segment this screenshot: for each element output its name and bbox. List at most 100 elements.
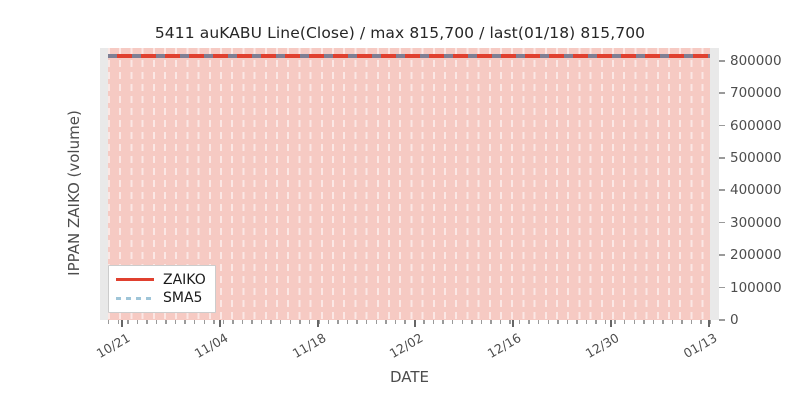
x-axis-minor-tick xyxy=(404,320,406,324)
x-axis-minor-tick xyxy=(337,320,339,324)
x-axis-major-tick xyxy=(414,320,416,327)
x-axis-tick-label: 12/02 xyxy=(386,330,426,362)
x-axis-tick-label: 10/21 xyxy=(93,330,133,362)
x-axis-minor-tick xyxy=(280,320,282,324)
x-axis-minor-tick xyxy=(184,320,186,324)
x-axis-minor-tick xyxy=(136,320,139,324)
x-axis-minor-tick xyxy=(385,320,387,324)
x-axis-major-tick xyxy=(610,320,612,327)
chart-title: 5411 auKABU Line(Close) / max 815,700 / … xyxy=(154,24,646,42)
x-axis-minor-tick xyxy=(213,320,215,324)
x-axis-minor-tick xyxy=(366,320,368,324)
x-axis-tick-label: 11/04 xyxy=(191,330,231,362)
x-axis-minor-tick xyxy=(289,320,291,324)
x-axis-tick-marks xyxy=(100,320,719,330)
y-axis-tick-label: 600000 xyxy=(730,117,782,134)
x-axis-minor-tick xyxy=(299,320,301,324)
x-axis-minor-tick xyxy=(117,320,119,324)
x-axis-minor-tick xyxy=(652,320,655,324)
y-axis-tick-mark xyxy=(719,286,725,289)
y-axis-tick-mark xyxy=(719,254,725,256)
y-axis-title: IPPAN ZAIKO (volume) xyxy=(65,110,83,276)
x-axis-minor-tick xyxy=(127,320,129,324)
y-axis-tick-label: 200000 xyxy=(730,247,782,264)
y-axis-tick-mark xyxy=(719,92,725,94)
x-axis-minor-tick xyxy=(490,320,492,324)
x-axis-minor-tick xyxy=(270,320,272,324)
x-axis-tick-label: 01/13 xyxy=(680,330,720,362)
x-axis-major-tick xyxy=(121,320,123,327)
x-axis-minor-tick xyxy=(538,320,540,324)
legend-item-zaiko[interactable]: ZAIKO xyxy=(116,271,206,289)
y-axis-tick-mark xyxy=(719,319,725,321)
y-axis-tick-label: 300000 xyxy=(730,214,782,231)
x-axis-minor-tick xyxy=(251,320,253,324)
x-axis-minor-tick xyxy=(480,320,483,324)
x-axis-minor-tick xyxy=(174,320,177,324)
x-axis-major-tick xyxy=(708,320,710,327)
x-axis-minor-tick xyxy=(155,320,158,324)
x-axis-minor-tick xyxy=(595,320,597,324)
legend-swatch-dotted-line-icon xyxy=(116,292,154,304)
x-axis-minor-tick xyxy=(442,320,444,324)
y-axis-tick-label: 100000 xyxy=(730,279,782,296)
x-axis-minor-tick xyxy=(108,320,110,324)
x-axis-minor-tick xyxy=(375,320,377,324)
x-axis-minor-tick xyxy=(241,320,244,324)
x-axis-minor-tick xyxy=(614,320,616,324)
x-axis-minor-tick xyxy=(452,320,454,324)
x-axis-minor-tick xyxy=(308,320,311,324)
x-axis-minor-tick xyxy=(346,320,349,324)
x-axis-minor-tick xyxy=(518,320,521,324)
x-axis-major-tick xyxy=(512,320,514,327)
y-axis-tick-mark xyxy=(719,157,725,159)
x-axis-minor-tick xyxy=(681,320,683,324)
y-axis-tick-mark xyxy=(719,221,725,224)
y-axis-tick-label: 700000 xyxy=(730,85,782,102)
legend-item-sma5[interactable]: SMA5 xyxy=(116,289,206,307)
x-axis-minor-tick xyxy=(165,320,167,324)
x-axis-minor-tick xyxy=(633,320,635,324)
legend-label-sma5: SMA5 xyxy=(163,290,203,306)
x-axis-major-tick xyxy=(219,320,221,327)
x-axis-minor-tick xyxy=(203,320,205,324)
x-axis-tick-label: 11/18 xyxy=(289,330,329,362)
x-axis-minor-tick xyxy=(528,320,530,324)
x-axis-minor-tick xyxy=(461,320,463,324)
x-axis-minor-tick xyxy=(260,320,263,324)
x-axis-minor-tick xyxy=(700,320,702,324)
y-axis-tick-label: 800000 xyxy=(730,52,782,69)
y-axis-tick-mark xyxy=(719,124,725,127)
plot-area[interactable] xyxy=(100,48,719,320)
x-axis-minor-tick xyxy=(585,320,588,324)
x-axis-minor-tick xyxy=(432,320,435,324)
x-axis-minor-tick xyxy=(499,320,502,324)
x-axis-minor-tick xyxy=(394,320,397,324)
x-axis-minor-tick xyxy=(327,320,330,324)
legend-swatch-solid-line-icon xyxy=(116,274,154,286)
x-axis-minor-tick xyxy=(643,320,645,324)
x-axis-minor-tick xyxy=(576,320,578,324)
x-axis-minor-tick xyxy=(222,320,225,324)
y-axis-tick-mark xyxy=(719,59,725,62)
x-axis-minor-tick xyxy=(566,320,569,324)
x-axis-minor-tick xyxy=(146,320,148,324)
x-axis-minor-tick xyxy=(690,320,693,324)
x-axis-title: DATE xyxy=(389,368,430,386)
x-axis-minor-tick xyxy=(423,320,425,324)
chart-legend[interactable]: ZAIKO SMA5 xyxy=(108,265,216,313)
x-axis-minor-tick xyxy=(547,320,549,324)
x-axis-minor-tick xyxy=(194,320,196,324)
y-axis-tick-label: 400000 xyxy=(730,182,782,199)
y-axis-tick-label: 500000 xyxy=(730,150,782,167)
x-axis-major-tick xyxy=(317,320,319,327)
x-axis-minor-tick xyxy=(710,320,712,324)
x-axis-minor-tick xyxy=(232,320,234,324)
y-axis-tick-mark xyxy=(719,189,725,192)
x-axis-minor-tick xyxy=(662,320,664,324)
x-axis-tick-label: 12/16 xyxy=(484,330,524,362)
x-axis-minor-tick xyxy=(509,320,511,324)
x-axis-minor-tick xyxy=(604,320,607,324)
series-line-sma5 xyxy=(108,53,710,58)
